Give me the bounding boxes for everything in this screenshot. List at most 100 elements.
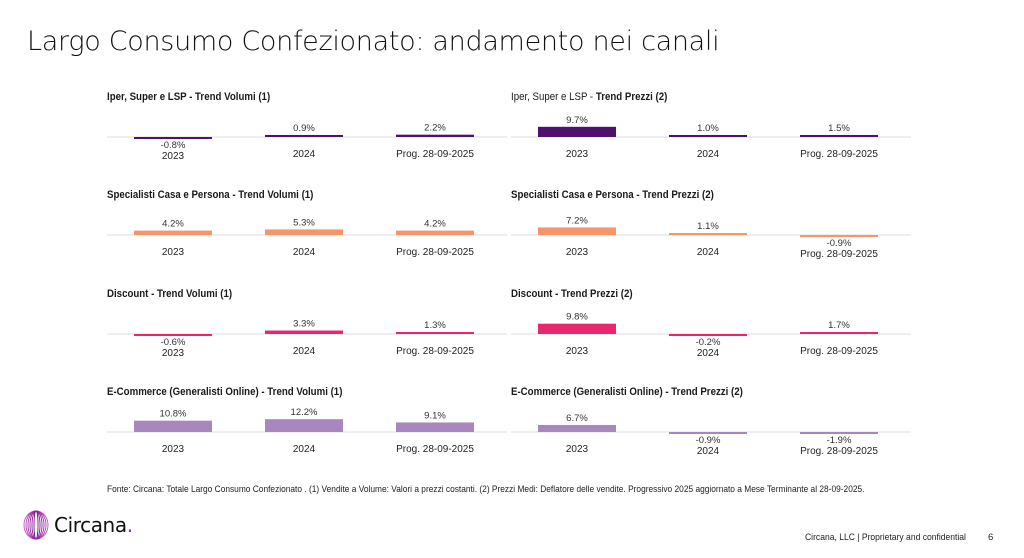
data-label: -0.9% bbox=[827, 238, 852, 249]
data-label: -1.9% bbox=[827, 435, 852, 446]
source-footnote: Fonte: Circana: Totale Largo Consumo Con… bbox=[107, 484, 865, 495]
bar-2024 bbox=[669, 233, 747, 235]
chart-specialisti-prezzi: Specialisti Casa e Persona - Trend Prezz… bbox=[511, 189, 911, 279]
category-label: 2023 bbox=[162, 444, 185, 455]
bar-prog-28-09-2025 bbox=[800, 432, 878, 434]
data-label: 9.8% bbox=[566, 312, 588, 323]
chart-iper-volumi: Iper, Super e LSP - Trend Volumi (1) -0.… bbox=[107, 91, 507, 181]
data-label: 4.2% bbox=[162, 219, 184, 230]
bar-2023 bbox=[134, 137, 212, 139]
data-label: -0.6% bbox=[161, 337, 186, 348]
category-label: 2023 bbox=[566, 247, 589, 258]
category-label: 2024 bbox=[293, 149, 316, 160]
bar-2024 bbox=[669, 432, 747, 434]
category-label: 2024 bbox=[293, 247, 316, 258]
confidential-notice: Circana, LLC | Proprietary and confident… bbox=[805, 532, 966, 543]
data-label: -0.2% bbox=[696, 337, 721, 348]
chart-svg: 9.8% 2023 -0.2%2024 1.7% Prog. 28-09-2025 bbox=[511, 312, 911, 359]
chart-svg: -0.6%2023 3.3% 2024 1.3% Prog. 28-09-2025 bbox=[107, 319, 507, 359]
category-label: Prog. 28-09-2025 bbox=[396, 346, 474, 357]
bar-prog-28-09-2025 bbox=[396, 134, 474, 137]
data-label: 1.1% bbox=[697, 221, 719, 232]
bar-2023 bbox=[538, 323, 616, 334]
bar-prog-28-09-2025 bbox=[396, 230, 474, 235]
chart-svg: -0.8%2023 0.9% 2024 2.2% Prog. 28-09-2025 bbox=[107, 123, 507, 162]
bar-2024 bbox=[265, 135, 343, 137]
chart-svg: 7.2% 2023 1.1% 2024 -0.9%Prog. 28-09-2025 bbox=[511, 215, 911, 260]
data-label: 6.7% bbox=[566, 413, 588, 424]
chart-discount-prezzi: Discount - Trend Prezzi (2) 9.8% 2023 -0.2… bbox=[511, 288, 911, 378]
bar-prog-28-09-2025 bbox=[800, 235, 878, 237]
chart-title: Iper, Super e LSP - Trend Volumi (1) bbox=[107, 91, 271, 103]
chart-ecommerce-volumi: E-Commerce (Generalisti Online) - Trend … bbox=[107, 386, 507, 476]
data-label: 12.2% bbox=[291, 407, 318, 418]
category-label: 2024 bbox=[293, 346, 316, 357]
category-label: 2024 bbox=[697, 348, 720, 359]
data-label: 10.8% bbox=[160, 409, 187, 420]
category-label: Prog. 28-09-2025 bbox=[396, 149, 474, 160]
category-label: 2024 bbox=[697, 446, 720, 457]
category-label: 2023 bbox=[566, 444, 589, 455]
bar-2024 bbox=[265, 229, 343, 235]
bar-2024 bbox=[669, 334, 747, 336]
data-label: 1.3% bbox=[424, 320, 446, 331]
category-label: 2023 bbox=[566, 149, 589, 160]
chart-svg: 4.2% 2023 5.3% 2024 4.2% Prog. 28-09-2025 bbox=[107, 217, 507, 258]
chart-title: Discount - Trend Prezzi (2) bbox=[511, 288, 633, 300]
page-number: 6 bbox=[988, 532, 994, 543]
category-label: 2023 bbox=[162, 348, 185, 359]
bar-2024 bbox=[265, 330, 343, 334]
chart-svg: 10.8% 2023 12.2% 2024 9.1% Prog. 28-09-2025 bbox=[107, 407, 507, 455]
data-label: -0.8% bbox=[161, 140, 186, 151]
category-label: 2023 bbox=[162, 151, 185, 162]
circana-logo-icon bbox=[23, 510, 49, 540]
data-label: 1.0% bbox=[697, 123, 719, 134]
category-label: 2024 bbox=[697, 247, 720, 258]
category-label: Prog. 28-09-2025 bbox=[800, 249, 878, 260]
bar-prog-28-09-2025 bbox=[396, 422, 474, 432]
chart-title: E-Commerce (Generalisti Online) - Trend … bbox=[107, 386, 343, 398]
category-label: 2024 bbox=[697, 149, 720, 160]
chart-title: Specialisti Casa e Persona - Trend Prezz… bbox=[511, 189, 714, 201]
chart-title: E-Commerce (Generalisti Online) - Trend … bbox=[511, 386, 743, 398]
category-label: Prog. 28-09-2025 bbox=[800, 149, 878, 160]
category-label: Prog. 28-09-2025 bbox=[800, 446, 878, 457]
bar-prog-28-09-2025 bbox=[800, 332, 878, 334]
bar-prog-28-09-2025 bbox=[800, 135, 878, 137]
category-label: 2023 bbox=[566, 346, 589, 357]
chart-title: Specialisti Casa e Persona - Trend Volum… bbox=[107, 189, 314, 201]
logo-text: Circana. bbox=[54, 513, 133, 537]
category-label: Prog. 28-09-2025 bbox=[396, 444, 474, 455]
bar-2023 bbox=[134, 334, 212, 336]
chart-ecommerce-prezzi: E-Commerce (Generalisti Online) - Trend … bbox=[511, 386, 911, 476]
bar-2023 bbox=[538, 227, 616, 235]
data-label: 3.3% bbox=[293, 319, 315, 330]
data-label: 9.1% bbox=[424, 410, 446, 421]
data-label: 0.9% bbox=[293, 123, 315, 134]
bar-2023 bbox=[134, 230, 212, 235]
chart-title: Discount - Trend Volumi (1) bbox=[107, 288, 233, 300]
data-label: 1.7% bbox=[828, 320, 850, 331]
bar-2024 bbox=[265, 419, 343, 432]
data-label: 9.7% bbox=[566, 115, 588, 126]
category-label: Prog. 28-09-2025 bbox=[396, 247, 474, 258]
category-label: Prog. 28-09-2025 bbox=[800, 346, 878, 357]
bar-2023 bbox=[538, 424, 616, 432]
data-label: 2.2% bbox=[424, 123, 446, 134]
bar-prog-28-09-2025 bbox=[396, 332, 474, 334]
page-title: Largo Consumo Confezionato: andamento ne… bbox=[27, 26, 720, 57]
bar-2024 bbox=[669, 135, 747, 137]
data-label: 4.2% bbox=[424, 219, 446, 230]
category-label: 2024 bbox=[293, 444, 316, 455]
chart-specialisti-volumi: Specialisti Casa e Persona - Trend Volum… bbox=[107, 189, 507, 279]
chart-svg: 9.7% 2023 1.0% 2024 1.5% Prog. 28-09-2025 bbox=[511, 115, 911, 160]
category-label: 2023 bbox=[162, 247, 185, 258]
chart-title: Iper, Super e LSP - Trend Prezzi (2) bbox=[511, 91, 668, 103]
data-label: 5.3% bbox=[293, 217, 315, 228]
chart-discount-volumi: Discount - Trend Volumi (1) -0.6% 2023 3.3… bbox=[107, 288, 507, 378]
chart-iper-prezzi: Iper, Super e LSP - Trend Prezzi (2) 9.7… bbox=[511, 91, 911, 181]
bar-2023 bbox=[134, 420, 212, 432]
circana-logo: Circana. bbox=[22, 509, 133, 541]
bar-2023 bbox=[538, 126, 616, 137]
data-label: 7.2% bbox=[566, 215, 588, 226]
